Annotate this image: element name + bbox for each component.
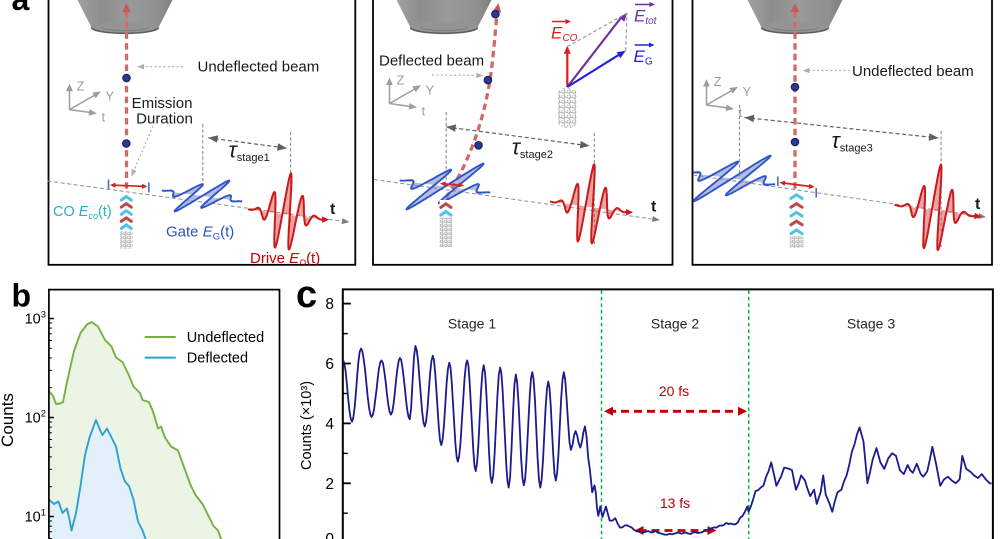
svg-text:Deflected: Deflected — [187, 351, 248, 367]
svg-text:t: t — [975, 196, 981, 213]
svg-text:Z: Z — [77, 79, 85, 94]
svg-text:Stage 2: Stage 2 — [651, 316, 699, 332]
svg-text:0: 0 — [325, 531, 334, 539]
svg-text:13 fs: 13 fs — [660, 495, 690, 511]
svg-text:Deflected beam: Deflected beam — [379, 53, 484, 70]
svg-text:c: c — [296, 274, 317, 316]
svg-text:Drive ED(t): Drive ED(t) — [250, 250, 320, 269]
svg-text:Y: Y — [106, 89, 115, 104]
svg-text:101: 101 — [25, 508, 46, 526]
svg-text:t: t — [102, 110, 106, 125]
svg-text:Undeflected beam: Undeflected beam — [198, 59, 320, 76]
svg-text:Undeflected beam: Undeflected beam — [852, 63, 974, 80]
svg-text:a: a — [12, 0, 30, 17]
svg-text:2: 2 — [325, 476, 334, 493]
svg-text:Counts: Counts — [0, 393, 17, 447]
svg-text:Stage 3: Stage 3 — [847, 316, 895, 332]
svg-text:CO Eco(t): CO Eco(t) — [53, 204, 112, 221]
svg-text:ECO: ECO — [551, 24, 578, 45]
svg-text:Stage 1: Stage 1 — [448, 316, 496, 332]
svg-text:Undeflected: Undeflected — [187, 330, 264, 346]
svg-text:Gate EG(t): Gate EG(t) — [166, 224, 234, 243]
svg-text:Duration: Duration — [136, 111, 193, 128]
svg-text:τstage1: τstage1 — [229, 138, 270, 165]
svg-text:8: 8 — [325, 296, 334, 313]
svg-text:Etot: Etot — [634, 7, 658, 28]
svg-text:Counts (×10³): Counts (×10³) — [299, 381, 315, 470]
svg-text:t: t — [330, 201, 336, 218]
svg-text:EG: EG — [634, 47, 653, 68]
svg-text:102: 102 — [25, 409, 46, 427]
svg-text:t: t — [422, 104, 426, 119]
svg-text:τstage3: τstage3 — [832, 128, 873, 155]
svg-text:6: 6 — [325, 356, 334, 373]
svg-text:103: 103 — [25, 310, 46, 328]
svg-text:Y: Y — [743, 84, 752, 99]
svg-text:t: t — [739, 105, 743, 120]
svg-text:20 fs: 20 fs — [659, 383, 689, 399]
svg-text:b: b — [12, 278, 32, 314]
svg-text:Z: Z — [397, 73, 405, 88]
svg-text:4: 4 — [325, 416, 334, 433]
svg-text:Emission: Emission — [132, 95, 193, 112]
svg-text:Z: Z — [714, 74, 722, 89]
svg-text:Y: Y — [426, 83, 435, 98]
svg-text:t: t — [651, 199, 657, 216]
